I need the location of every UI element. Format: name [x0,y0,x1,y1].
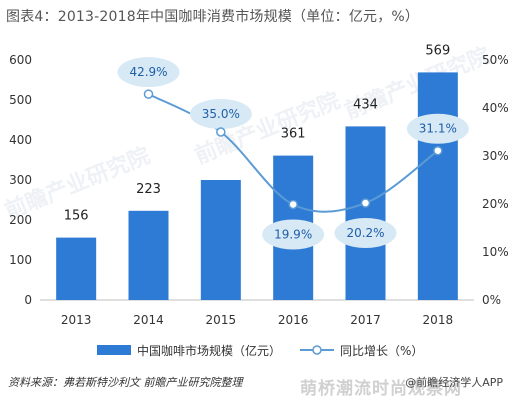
bars [56,72,458,301]
y-left-tick-label: 0 [24,293,32,307]
growth-label-bubble [189,99,252,129]
growth-marker [216,127,226,137]
y-right-tick-label: 10% [482,245,509,259]
growth-line-layer [117,57,469,250]
brand-label: @前瞻经济学人APP [405,376,503,389]
y-right-tick-label: 20% [482,197,509,211]
bar [56,237,97,300]
growth-marker [143,89,154,99]
y-left-tick-label: 500 [9,93,32,107]
x-tick-label: 2016 [278,313,309,327]
y-left-tick-label: 600 [9,53,32,67]
growth-value-label: 19.9% [274,227,312,241]
bar-value-label: 223 [136,182,161,197]
y-right-tick-label: 50% [482,53,509,67]
legend-swatch-marker [312,345,322,355]
growth-value-label: 42.9% [129,65,167,79]
y-right-tick-label: 0% [482,293,501,307]
bar-value-label: 156 [64,209,89,224]
x-tick-label: 2014 [133,313,164,327]
growth-label-bubble [117,57,180,88]
bar-value-label: 434 [353,97,378,112]
axes: 0 100 200 300 400 500 600 0% 10% 20% 30% 40% 50% 2013… [9,53,509,327]
source-note: 资料来源：弗若斯特沙利文 前瞻产业研究院整理 [8,376,243,389]
y-left-tick-label: 200 [9,213,32,227]
legend-label-bar: 中国咖啡市场规模（亿元） [137,343,281,358]
bar-value-label: 361 [281,127,306,142]
legend-swatch-bar [97,345,131,355]
x-tick-label: 2018 [423,313,454,327]
growth-value-label: 31.1% [419,122,457,136]
legend: 中国咖啡市场规模（亿元） 同比增长（%） [97,343,423,358]
x-tick-label: 2013 [61,313,92,327]
bar [417,72,458,301]
bar-value-label: 569 [425,43,450,58]
y-right-tick-label: 30% [482,149,509,163]
bar [345,126,386,301]
growth-value-label: 20.2% [346,226,384,240]
bar [200,180,241,300]
growth-label-bubble [262,219,325,250]
y-left-tick-label: 400 [9,133,32,147]
x-tick-label: 2015 [206,313,237,327]
x-tick-label: 2017 [350,313,381,327]
y-right-tick-label: 40% [482,101,509,115]
growth-label-bubble [406,113,469,144]
chart-title: 图表4：2013-2018年中国咖啡消费市场规模（单位：亿元，%） [6,9,420,25]
bar [128,210,169,300]
watermark-text: 萌桥潮流时尚观察网 [300,379,462,399]
data-labels: 156 223 361 434 569 42.9% 35.0% 19.9% 20.2% 31.1% [64,43,457,241]
growth-marker [433,145,443,156]
y-left-tick-label: 100 [9,253,32,267]
growth-marker [360,198,371,208]
growth-value-label: 35.0% [202,107,240,121]
legend-label-line: 同比增长（%） [340,344,423,358]
growth-label-bubble [334,218,397,249]
y-left-tick-label: 300 [9,173,32,187]
growth-marker [288,199,298,210]
